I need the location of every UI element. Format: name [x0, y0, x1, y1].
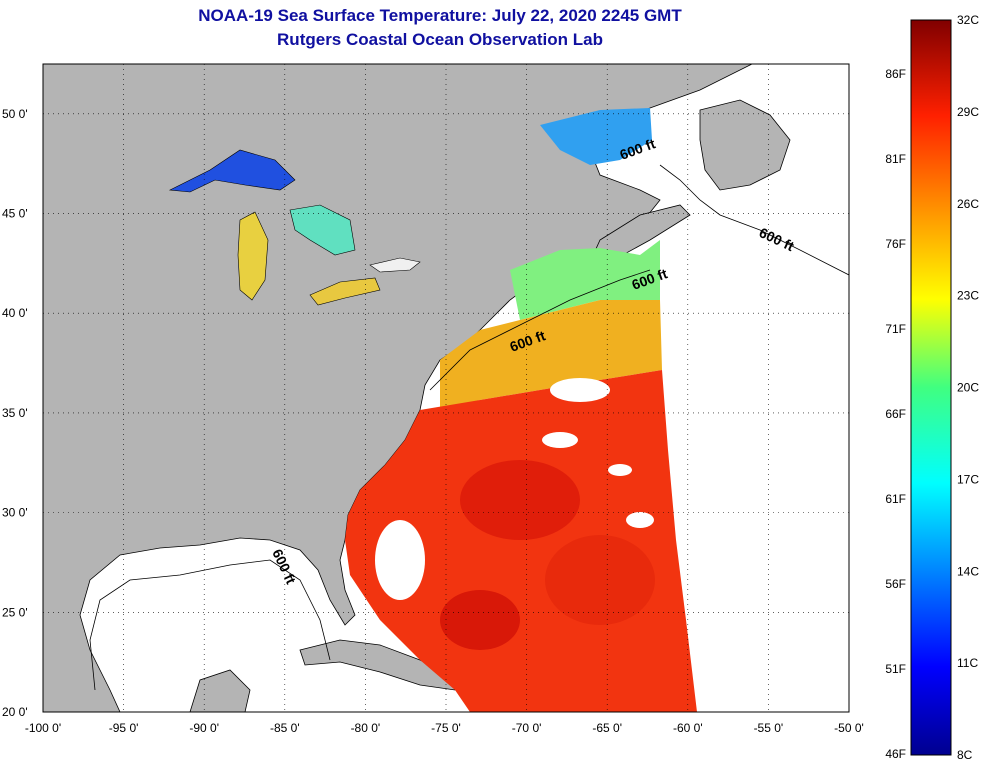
- map-frame: [42, 63, 850, 713]
- longitude-tick-label: -85 0': [270, 721, 300, 735]
- longitude-tick-label: -70 0': [512, 721, 542, 735]
- cloud-patch: [375, 520, 425, 600]
- latitude-tick-label: 50 0': [2, 107, 28, 121]
- colorbar-labels: 86F 81F 76F 71F 66F 61F 56F 51F 46F 32C 29C 26C 23C 2…: [885, 13, 979, 762]
- lake-michigan: [237, 211, 269, 301]
- colorbar-celsius-label: 29C: [957, 105, 979, 119]
- water-mid-atlantic: [440, 300, 662, 410]
- longitude-tick-label: -65 0': [592, 721, 622, 735]
- colorbar-celsius-label: 11C: [957, 656, 978, 670]
- lake-superior: [168, 149, 296, 193]
- colorbar-fahrenheit-label: 66F: [885, 407, 906, 421]
- longitude-tick-label: -75 0': [431, 721, 461, 735]
- longitude-tick-label: -80 0': [351, 721, 381, 735]
- colorbar-celsius-label: 8C: [957, 748, 973, 762]
- lake-ontario: [369, 257, 421, 273]
- colorbar-celsius-label: 20C: [957, 381, 979, 395]
- graticule: [43, 64, 849, 712]
- latitude-tick-label: 35 0': [2, 406, 28, 420]
- colorbar-fahrenheit-label: 51F: [885, 662, 906, 676]
- lake-erie: [309, 277, 381, 306]
- land-yucatan: [189, 669, 251, 712]
- colorbar-fahrenheit-label: 81F: [885, 152, 906, 166]
- longitude-tick-label: -60 0': [673, 721, 703, 735]
- latitude-tick-label: 25 0': [2, 605, 28, 619]
- colorbar-fahrenheit-label: 61F: [885, 492, 906, 506]
- colorbar: [910, 19, 952, 756]
- cloud-patch: [550, 378, 610, 402]
- isobath-600ft: [429, 269, 651, 391]
- latitude-tick-label: 20 0': [2, 705, 28, 719]
- cloud-patch: [626, 512, 654, 528]
- water-atlantic-warm: [345, 370, 697, 712]
- longitude-tick-label: -100 0': [25, 721, 61, 735]
- longitude-tick-label: -90 0': [189, 721, 219, 735]
- colorbar-fahrenheit-label: 71F: [885, 322, 906, 336]
- latitude-axis: 50 0' 45 0' 40 0' 35 0' 30 0' 25 0' 20 0': [2, 107, 28, 719]
- colorbar-celsius-label: 26C: [957, 197, 979, 211]
- colorbar-fahrenheit-label: 56F: [885, 577, 906, 591]
- water-st-lawrence: [540, 108, 652, 165]
- longitude-tick-label: -55 0': [754, 721, 784, 735]
- colorbar-celsius-label: 14C: [957, 564, 979, 578]
- colorbar-celsius-label: 23C: [957, 289, 979, 303]
- warm-patch: [545, 535, 655, 625]
- latitude-tick-label: 30 0': [2, 506, 28, 520]
- latitude-tick-label: 45 0': [2, 207, 28, 221]
- longitude-axis: -100 0' -95 0' -90 0' -85 0' -80 0' -75 0' -70…: [25, 721, 864, 735]
- warm-patch: [460, 460, 580, 540]
- colorbar-fahrenheit-label: 76F: [885, 237, 906, 251]
- chart-title: NOAA-19 Sea Surface Temperature: July 22…: [198, 6, 682, 25]
- chart-subtitle: Rutgers Coastal Ocean Observation Lab: [277, 30, 603, 49]
- land-newfoundland: [699, 99, 791, 191]
- colorbar-fahrenheit-label: 46F: [885, 747, 906, 761]
- isobath-600ft: [659, 164, 849, 276]
- colorbar-celsius-label: 32C: [957, 13, 979, 27]
- isobath-600ft: [89, 559, 331, 691]
- colorbar-celsius-label: 17C: [957, 472, 979, 486]
- lake-huron: [289, 204, 356, 256]
- cloud-patch: [608, 464, 632, 476]
- latitude-tick-label: 40 0': [2, 306, 28, 320]
- longitude-tick-label: -50 0': [834, 721, 864, 735]
- longitude-tick-label: -95 0': [109, 721, 139, 735]
- colorbar-fahrenheit-label: 86F: [885, 67, 906, 81]
- warm-patch: [440, 590, 520, 650]
- cloud-patch: [542, 432, 578, 448]
